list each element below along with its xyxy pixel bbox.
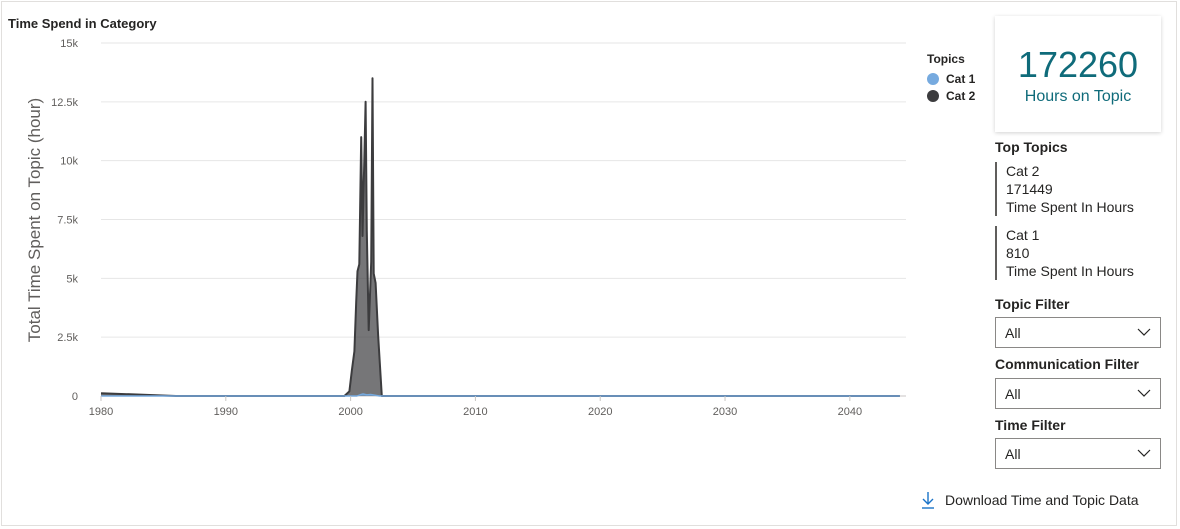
x-tick-label: 2020: [588, 406, 612, 418]
x-tick-label: 2010: [463, 406, 487, 418]
x-tick-label: 2000: [338, 406, 362, 418]
topic-unit: Time Spent In Hours: [1006, 263, 1134, 279]
communication-filter-dropdown[interactable]: All: [995, 378, 1161, 409]
series-line-cat-2[interactable]: [100, 77, 900, 397]
y-tick-label: 10k: [60, 156, 78, 168]
legend-dot-icon: [927, 72, 939, 85]
y-tick-label: 0: [72, 391, 78, 403]
y-tick-label: 2.5k: [57, 332, 78, 344]
topic-name: Cat 2: [1006, 163, 1040, 179]
hours-value: 172260: [1017, 44, 1139, 85]
legend-item-cat1[interactable]: Cat 1: [927, 70, 975, 87]
legend-label: Cat 1: [946, 71, 976, 86]
y-tick-label: 7.5k: [57, 215, 78, 227]
dropdown-value: All: [1005, 386, 1021, 402]
topic-filter-label: Topic Filter: [995, 296, 1070, 312]
time-filter-label: Time Filter: [995, 417, 1066, 433]
chevron-down-icon: [1137, 328, 1151, 336]
legend-dot-icon: [927, 89, 939, 102]
x-tick-label: 2030: [713, 406, 737, 418]
legend-title: Topics: [927, 52, 965, 66]
y-tick-label: 12.5k: [51, 97, 78, 109]
time-filter-dropdown[interactable]: All: [995, 438, 1161, 469]
legend-item-cat2[interactable]: Cat 2: [927, 87, 975, 104]
hours-label: Hours on Topic: [1024, 88, 1132, 105]
x-tick-label: 1990: [214, 406, 238, 418]
dropdown-value: All: [1005, 446, 1021, 462]
series-line-cat-1[interactable]: [101, 393, 900, 397]
hours-card: 172260 Hours on Topic: [995, 16, 1161, 132]
topic-unit: Time Spent In Hours: [1006, 199, 1134, 215]
dropdown-value: All: [1005, 325, 1021, 341]
y-axis-label: Total Time Spent on Topic (hour): [25, 98, 44, 342]
legend-label: Cat 2: [946, 88, 976, 103]
download-label: Download Time and Topic Data: [945, 492, 1139, 508]
chevron-down-icon: [1137, 449, 1151, 457]
area-chart[interactable]: 0 2.5k 5k 7.5k 10k 12.5k 15k 1980 1990 2000 2010 20…: [0, 0, 915, 529]
topic-filter-dropdown[interactable]: All: [995, 317, 1161, 348]
chart-legend: Topics Cat 1 Cat 2: [927, 52, 975, 104]
chevron-down-icon: [1137, 389, 1151, 397]
topic-value: 171449: [1006, 181, 1053, 197]
top-topic-item: Cat 2 171449 Time Spent In Hours: [995, 162, 1134, 216]
communication-filter-label: Communication Filter: [995, 356, 1139, 372]
chart-title: Time Spend in Category: [8, 16, 157, 31]
y-tick-label: 5k: [66, 273, 78, 285]
download-link[interactable]: Download Time and Topic Data: [921, 491, 1139, 509]
topic-value: 810: [1006, 245, 1030, 261]
top-topics-heading: Top Topics: [995, 139, 1068, 155]
top-topic-item: Cat 1 810 Time Spent In Hours: [995, 226, 1134, 280]
series-area-cat-2[interactable]: [101, 78, 900, 397]
topic-name: Cat 1: [1006, 227, 1040, 243]
download-icon: [922, 492, 934, 509]
x-tick-label: 2040: [838, 406, 862, 418]
x-tick-label: 1980: [89, 406, 113, 418]
y-tick-label: 15k: [60, 38, 78, 50]
